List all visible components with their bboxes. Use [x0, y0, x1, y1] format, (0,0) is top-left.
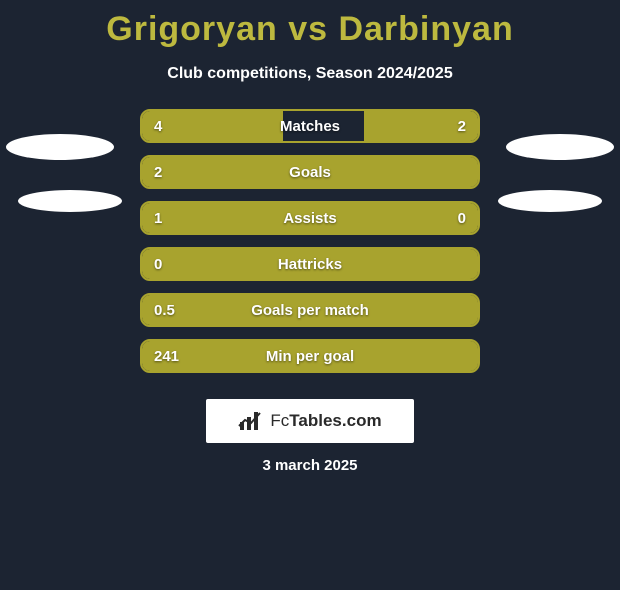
stat-row: 0.5Goals per match [140, 293, 480, 327]
subtitle: Club competitions, Season 2024/2025 [0, 65, 620, 83]
stat-row: 10Assists [140, 201, 480, 235]
stat-metric-label: Min per goal [142, 341, 478, 371]
fctables-logo[interactable]: FcTables.com [206, 399, 414, 443]
stat-row: 2Goals [140, 155, 480, 189]
bar-chart-icon [238, 410, 264, 432]
stat-row: 0Hattricks [140, 247, 480, 281]
stat-metric-label: Goals per match [142, 295, 478, 325]
infographic-date: 3 march 2025 [0, 457, 620, 474]
stat-row: 42Matches [140, 109, 480, 143]
stat-metric-label: Goals [142, 157, 478, 187]
page-title: Grigoryan vs Darbinyan [0, 10, 620, 49]
stat-metric-label: Hattricks [142, 249, 478, 279]
logo-text-fc: Fc [270, 411, 289, 430]
comparison-chart: 42Matches 2Goals 10Assists 0Hattricks 0.5Goa… [0, 109, 620, 389]
logo-text-dotcom: .com [342, 411, 382, 430]
stat-row: 241Min per goal [140, 339, 480, 373]
stat-metric-label: Assists [142, 203, 478, 233]
logo-text-tables: Tables [289, 411, 342, 430]
stat-metric-label: Matches [142, 111, 478, 141]
